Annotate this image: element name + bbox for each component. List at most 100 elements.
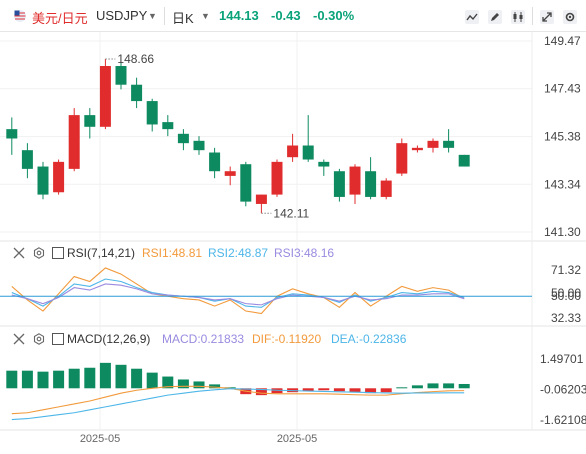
settings-button[interactable] bbox=[561, 8, 579, 26]
currency-flag-icon bbox=[14, 10, 26, 22]
chevron-down-icon[interactable]: ▼ bbox=[148, 11, 157, 21]
rsi-line-rsi2 bbox=[11, 278, 465, 308]
candle-body bbox=[84, 115, 96, 127]
candle-body bbox=[115, 66, 127, 85]
macd-bar bbox=[131, 368, 143, 389]
macd-bar bbox=[6, 370, 18, 389]
date-tick-label: 2025-05 bbox=[277, 433, 317, 445]
macd-bar bbox=[37, 371, 49, 389]
candle-body bbox=[411, 147, 423, 151]
macd-bar bbox=[53, 370, 65, 389]
macd-bar bbox=[365, 388, 377, 394]
chart-type-button[interactable] bbox=[509, 8, 527, 26]
close-icon[interactable] bbox=[13, 247, 25, 259]
candle-body bbox=[443, 140, 455, 148]
candle-body bbox=[6, 129, 18, 139]
candle-body bbox=[255, 194, 267, 204]
macd-bar bbox=[68, 368, 80, 389]
rsi-tick-label: 71.32 bbox=[551, 263, 581, 277]
macd-tick-label: 1.49701 bbox=[540, 352, 584, 366]
macd-bar bbox=[302, 388, 314, 392]
macd-bar bbox=[84, 367, 96, 389]
rsi3-value: RSI3:48.16 bbox=[274, 246, 335, 260]
macd-bar bbox=[349, 388, 361, 393]
candle-body bbox=[333, 171, 345, 197]
macd-tick-label: -0.06203 bbox=[540, 382, 586, 396]
candle-body bbox=[37, 166, 49, 195]
candle-body bbox=[365, 171, 377, 197]
low-label: 142.11 bbox=[273, 206, 309, 220]
macd-bar bbox=[396, 387, 408, 389]
macd-bar bbox=[146, 372, 158, 389]
price-tick-label: 141.30 bbox=[544, 225, 581, 239]
high-label: 148.66 bbox=[117, 52, 154, 66]
macd-bar bbox=[411, 385, 423, 389]
candle-body bbox=[53, 161, 65, 193]
macd-title: MACD(12,26,9) bbox=[67, 332, 151, 346]
candle-body bbox=[209, 152, 221, 172]
macd-bar bbox=[318, 388, 330, 391]
visibility-icon[interactable] bbox=[52, 333, 64, 345]
price-tick-label: 145.38 bbox=[544, 130, 581, 144]
divider bbox=[532, 7, 533, 25]
candle-body bbox=[21, 150, 33, 169]
price-change-percent: -0.30% bbox=[313, 8, 355, 23]
candle-body bbox=[427, 140, 439, 148]
toolbar: 美元/日元 USDJPY ▼ 日K ▼ 144.13 -0.43 -0.30% bbox=[0, 0, 586, 32]
divider bbox=[164, 7, 165, 25]
price-tick-label: 147.43 bbox=[544, 82, 581, 96]
candle-body bbox=[131, 84, 143, 102]
candle-body bbox=[287, 145, 299, 158]
rsi-line-rsi1 bbox=[11, 267, 465, 315]
rsi-tick-label: 32.33 bbox=[551, 311, 581, 325]
draw-button[interactable] bbox=[486, 8, 504, 26]
price-tick-label: 149.47 bbox=[544, 34, 581, 48]
candle-body bbox=[349, 166, 361, 195]
expand-icon bbox=[540, 10, 554, 24]
macd-bar bbox=[333, 388, 345, 392]
rsi-panel[interactable] bbox=[0, 267, 532, 315]
candle-body bbox=[380, 180, 392, 197]
fullscreen-button[interactable] bbox=[538, 8, 556, 26]
macd-value: MACD:0.21833 bbox=[162, 332, 245, 346]
macd-bar bbox=[209, 384, 221, 389]
rsi-tick-label: 50.00 bbox=[551, 286, 581, 300]
pair-name[interactable]: 美元/日元 bbox=[32, 11, 88, 26]
macd-bar bbox=[21, 370, 33, 389]
macd-bar bbox=[458, 383, 470, 389]
macd-bar bbox=[177, 379, 189, 389]
macd-bar bbox=[162, 376, 174, 389]
chart-canvas[interactable]: 148.66 142.11 149.47 147.43 145.38 143.34 141… bbox=[0, 32, 586, 454]
candle-body bbox=[302, 145, 314, 160]
dea-value: DEA:-0.22836 bbox=[331, 332, 407, 346]
macd-line-dea bbox=[11, 388, 465, 421]
line-chart-icon bbox=[465, 10, 479, 24]
macd-line-dif bbox=[11, 385, 465, 415]
date-tick-label: 2025-05 bbox=[80, 433, 120, 445]
visibility-icon[interactable] bbox=[52, 247, 64, 259]
macd-bar bbox=[443, 383, 455, 389]
macd-bar bbox=[427, 383, 439, 389]
candle-body bbox=[193, 140, 205, 151]
candle-body bbox=[458, 154, 470, 167]
candle-body bbox=[396, 143, 408, 174]
close-icon[interactable] bbox=[13, 333, 25, 345]
candle-body bbox=[162, 122, 174, 130]
settings-icon[interactable] bbox=[33, 247, 45, 259]
dif-value: DIF:-0.11920 bbox=[252, 332, 322, 346]
timeframe-select[interactable]: 日K bbox=[172, 11, 194, 26]
rsi1-value: RSI1:48.81 bbox=[142, 246, 203, 260]
settings-icon[interactable] bbox=[33, 333, 45, 345]
macd-panel[interactable] bbox=[6, 362, 470, 421]
pair-code[interactable]: USDJPY bbox=[96, 8, 148, 23]
chevron-down-icon[interactable]: ▼ bbox=[201, 11, 210, 21]
indicator-button[interactable] bbox=[463, 8, 481, 26]
price-panel[interactable]: 148.66 142.11 bbox=[6, 52, 470, 220]
candle-body bbox=[99, 66, 111, 127]
rsi-line-rsi3 bbox=[11, 283, 465, 306]
macd-bar bbox=[193, 381, 205, 389]
rsi-title: RSI(7,14,21) bbox=[67, 246, 136, 260]
macd-tick-label: -1.62108 bbox=[540, 413, 586, 427]
last-price: 144.13 bbox=[219, 8, 259, 23]
